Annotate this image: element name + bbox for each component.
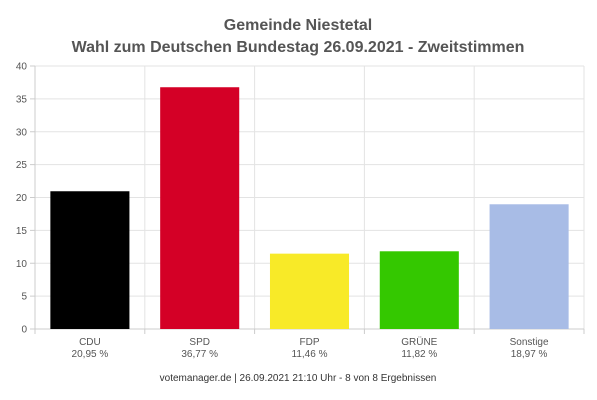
bars xyxy=(50,87,569,330)
y-tick-label: 0 xyxy=(21,325,27,336)
value-label: 36,77 % xyxy=(181,349,218,360)
chart-title: Gemeinde Niestetal xyxy=(224,17,373,34)
value-label: 20,95 % xyxy=(72,349,109,360)
category-label: Sonstige xyxy=(510,337,549,348)
value-label: 18,97 % xyxy=(511,349,548,360)
category-label: GRÜNE xyxy=(401,336,437,348)
y-tick-label: 30 xyxy=(16,127,28,138)
y-tick-label: 15 xyxy=(16,226,28,237)
category-label: FDP xyxy=(300,337,320,348)
chart-subtitle: Wahl zum Deutschen Bundestag 26.09.2021 … xyxy=(72,39,525,56)
chart-footer: votemanager.de | 26.09.2021 21:10 Uhr - … xyxy=(160,373,437,384)
bar-cdu[interactable] xyxy=(50,191,130,329)
y-tick-label: 5 xyxy=(21,292,27,303)
y-tick-label: 10 xyxy=(16,259,28,270)
bar-sonstige[interactable] xyxy=(489,204,569,329)
category-label: SPD xyxy=(189,337,210,348)
y-tick-label: 20 xyxy=(16,193,28,204)
y-tick-label: 25 xyxy=(16,160,28,171)
category-label: CDU xyxy=(79,337,101,348)
value-label: 11,82 % xyxy=(401,349,437,360)
value-label: 11,46 % xyxy=(292,349,328,360)
y-tick-label: 40 xyxy=(16,62,28,73)
bar-fdp[interactable] xyxy=(269,253,350,329)
y-tick-label: 35 xyxy=(16,94,28,105)
bar-spd[interactable] xyxy=(160,87,240,330)
bar-grüne[interactable] xyxy=(379,251,459,329)
